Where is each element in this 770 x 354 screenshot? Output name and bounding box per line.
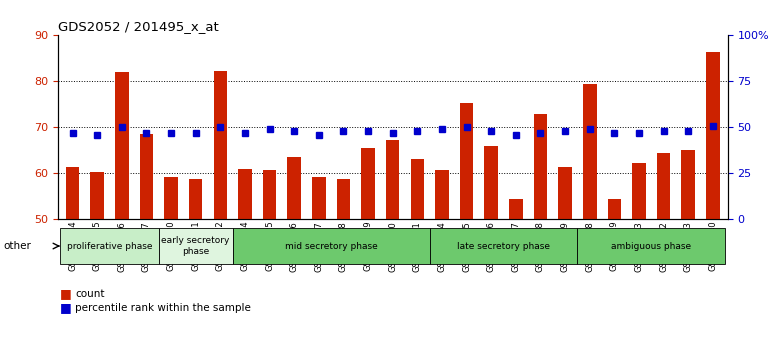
Text: GDS2052 / 201495_x_at: GDS2052 / 201495_x_at — [58, 20, 219, 33]
Text: proliferative phase: proliferative phase — [67, 241, 152, 251]
Bar — [139, 134, 153, 219]
Text: ■: ■ — [60, 302, 72, 314]
Text: other: other — [4, 241, 32, 251]
Bar — [361, 148, 375, 219]
Bar — [657, 153, 671, 219]
Text: count: count — [75, 289, 105, 299]
Bar — [312, 177, 326, 219]
Bar — [164, 177, 178, 219]
Bar — [608, 199, 621, 219]
Bar — [336, 179, 350, 219]
FancyBboxPatch shape — [578, 228, 725, 264]
Bar — [90, 172, 104, 219]
FancyBboxPatch shape — [233, 228, 430, 264]
Bar — [410, 159, 424, 219]
Bar — [213, 71, 227, 219]
Bar — [509, 199, 523, 219]
Bar — [189, 179, 203, 219]
Bar — [706, 51, 720, 219]
Text: late secretory phase: late secretory phase — [457, 241, 550, 251]
Text: early secretory
phase: early secretory phase — [162, 236, 230, 256]
Bar — [115, 72, 129, 219]
Bar — [263, 170, 276, 219]
Bar — [238, 169, 252, 219]
Bar — [287, 157, 301, 219]
Bar — [558, 166, 572, 219]
Bar — [583, 84, 597, 219]
Text: ■: ■ — [60, 287, 72, 300]
Bar — [484, 146, 498, 219]
FancyBboxPatch shape — [60, 228, 159, 264]
Bar — [632, 163, 646, 219]
Bar — [435, 170, 449, 219]
Bar — [386, 140, 400, 219]
Text: mid secretory phase: mid secretory phase — [285, 241, 377, 251]
Text: ambiguous phase: ambiguous phase — [611, 241, 691, 251]
Bar — [534, 114, 547, 219]
Bar — [65, 166, 79, 219]
Text: percentile rank within the sample: percentile rank within the sample — [75, 303, 251, 313]
Bar — [681, 150, 695, 219]
FancyBboxPatch shape — [159, 228, 233, 264]
Bar — [460, 103, 474, 219]
FancyBboxPatch shape — [430, 228, 578, 264]
